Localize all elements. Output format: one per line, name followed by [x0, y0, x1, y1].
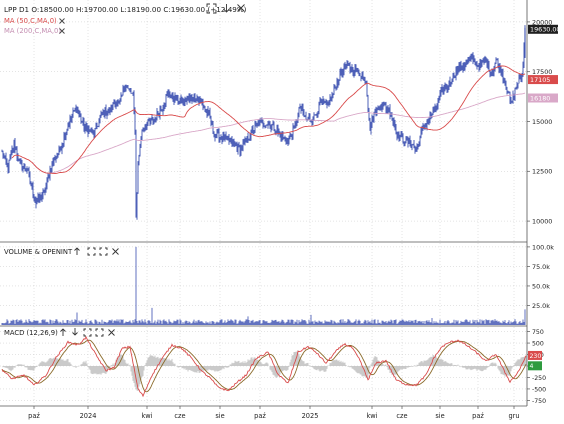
close-icon[interactable] [112, 248, 119, 255]
close-value: C:19630.00 [163, 5, 205, 14]
ma200-line [31, 92, 526, 174]
macd-tick-label: -250 [532, 375, 546, 382]
restore-icon[interactable] [99, 247, 108, 256]
move-up-icon[interactable] [60, 328, 66, 336]
x-tick-label: paź [254, 412, 266, 420]
close-icon[interactable] [59, 28, 65, 34]
x-tick-label: cze [396, 412, 407, 420]
macd-tick-label: -750 [532, 398, 546, 405]
macd-tag-label: 4 [530, 363, 534, 370]
macd-signal-line [1, 339, 527, 393]
macd-tag-box [528, 361, 542, 371]
x-tick-label: gru [508, 412, 519, 420]
volume-panel-title: VOLUME & OPENINT [4, 248, 73, 256]
macd-tick-label: -500 [532, 386, 546, 393]
price-tick-label: 12500 [532, 168, 552, 176]
symbol-label: LPP [4, 5, 17, 14]
price-tag-box [528, 75, 558, 85]
x-tick-label: cze [174, 412, 185, 420]
x-tick-label: paź [472, 412, 484, 420]
x-tick-label: 2025 [302, 412, 319, 420]
macd-panel-title: MACD (12,26,9) [4, 329, 58, 337]
price-tick-label: 15000 [532, 118, 552, 126]
x-tick-label: kwi [141, 412, 152, 420]
restore-icon[interactable] [87, 247, 96, 256]
x-tick-label: kwi [366, 412, 377, 420]
move-down-icon[interactable] [72, 328, 78, 336]
high-value: H:19700.00 [76, 5, 119, 14]
macd-tick-label: 500 [532, 340, 544, 347]
volume-tick-label: 75.0k [532, 263, 550, 271]
download-icon[interactable] [223, 4, 230, 13]
volume-tick-label: 50.0k [532, 282, 550, 290]
price-tag-label: 17105 [530, 76, 550, 84]
close-icon[interactable] [237, 4, 245, 12]
macd-panel-header: MACD (12,26,9) [4, 328, 115, 337]
ma200-legend: MA (200,C,MA,0) [4, 27, 61, 35]
low-value: L:18190.00 [120, 5, 161, 14]
move-up-icon[interactable] [74, 247, 80, 255]
volume-panel-header: VOLUME & OPENINT [4, 247, 119, 256]
macd-tag-box [528, 350, 542, 360]
volume-tick-label: 25.0k [532, 302, 550, 310]
x-tick-label: 2024 [80, 412, 97, 420]
change-value: (+12.49%) [207, 5, 246, 14]
x-tick-label: sie [215, 412, 224, 420]
x-tick-label: paź [28, 412, 40, 420]
macd-tick-label: 750 [532, 329, 544, 336]
x-tick-label: sie [435, 412, 444, 420]
price-tag-box [528, 93, 558, 103]
close-icon[interactable] [108, 329, 115, 336]
open-value: O:18500.00 [31, 5, 74, 14]
timeframe-label: D1 [19, 5, 29, 14]
volume-tick-label: 100.0k [532, 243, 554, 251]
price-tag-label: 19630.00 [530, 26, 561, 34]
restore-icon[interactable] [206, 3, 217, 14]
price-tag-box [528, 24, 558, 34]
chart-legend-ohlc: LPP D1 O:18500.00 H:19700.00 L:18190.00 … [4, 5, 247, 14]
macd-panel [1, 335, 527, 398]
price-tag-label: 16180 [530, 94, 550, 102]
restore-icon[interactable] [95, 328, 104, 337]
macd-tag-label: 230 [530, 353, 542, 360]
price-tick-label: 17500 [532, 68, 552, 76]
close-icon[interactable] [59, 18, 65, 24]
restore-icon[interactable] [83, 328, 92, 337]
price-tick-label: 20000 [532, 18, 552, 26]
ma50-legend: MA (50,C,MA,0) [4, 17, 57, 25]
volume-panel [1, 246, 526, 325]
ma50-line [11, 65, 526, 174]
price-panel [1, 25, 526, 220]
price-tick-label: 10000 [532, 217, 552, 225]
chart-header: LPP D1 O:18500.00 H:19700.00 L:18190.00 … [4, 3, 247, 35]
macd-line [1, 335, 527, 398]
